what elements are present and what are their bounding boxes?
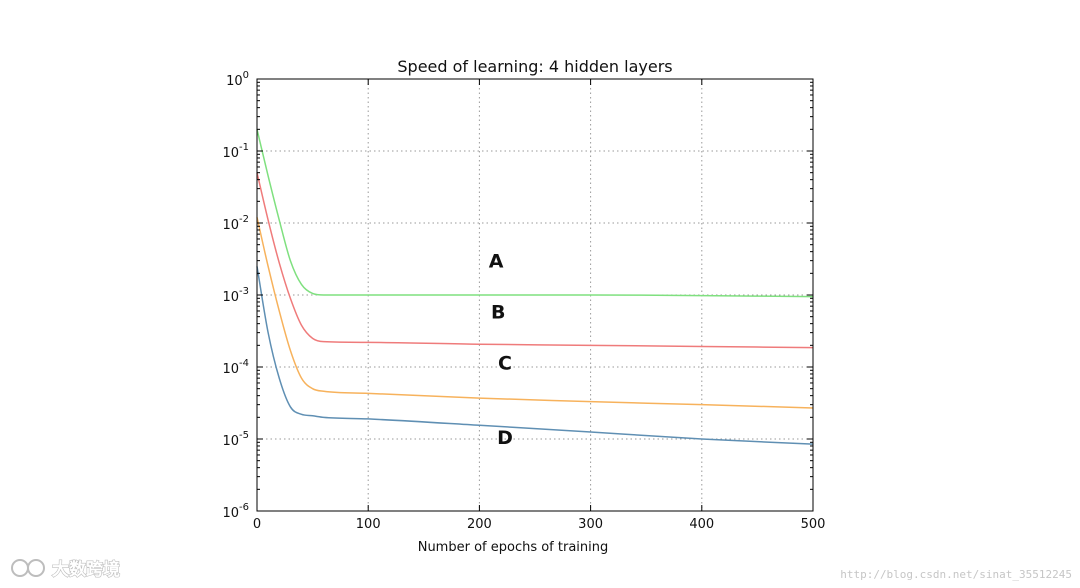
series-annotation-b: B [491,302,505,324]
ticks [256,78,814,512]
y-tick-label: 100 [226,70,249,89]
series-line-c [256,217,814,409]
x-tick-label: 0 [253,517,261,532]
chart-title: Speed of learning: 4 hidden layers [397,57,672,76]
series-annotations: A B C D [489,251,513,449]
y-tick-label: 10-2 [222,214,249,233]
x-tick-label: 500 [801,517,826,532]
watermark-logo: 大数跨境 [11,558,121,581]
series-annotation-d: D [497,427,513,449]
watermark-url: http://blog.csdn.net/sinat_35512245 [840,568,1072,581]
x-tick-label: 200 [467,517,492,532]
logo-ring-icon [11,559,29,577]
x-tick-label: 100 [356,517,381,532]
y-tick-label: 10-6 [222,502,249,521]
x-tick-labels: 0 100 200 300 400 500 [253,517,826,532]
x-axis-label: Number of epochs of training [418,540,609,555]
watermark-logo-text: 大数跨境 [52,559,120,580]
series-line-a [256,129,814,298]
series-annotation-a: A [489,251,504,273]
logo-ring-icon [27,559,45,577]
y-tick-label: 10-4 [222,358,249,377]
series-line-b [256,172,814,349]
series-lines [256,129,814,445]
series-annotation-c: C [498,353,512,375]
x-tick-label: 400 [689,517,714,532]
y-tick-label: 10-1 [222,142,249,161]
y-tick-label: 10-3 [222,286,249,305]
x-tick-label: 300 [578,517,603,532]
y-tick-labels: 100 10-1 10-2 10-3 10-4 10-5 10-6 [222,70,249,521]
y-tick-label: 10-5 [222,430,249,449]
series-line-d [256,266,814,445]
